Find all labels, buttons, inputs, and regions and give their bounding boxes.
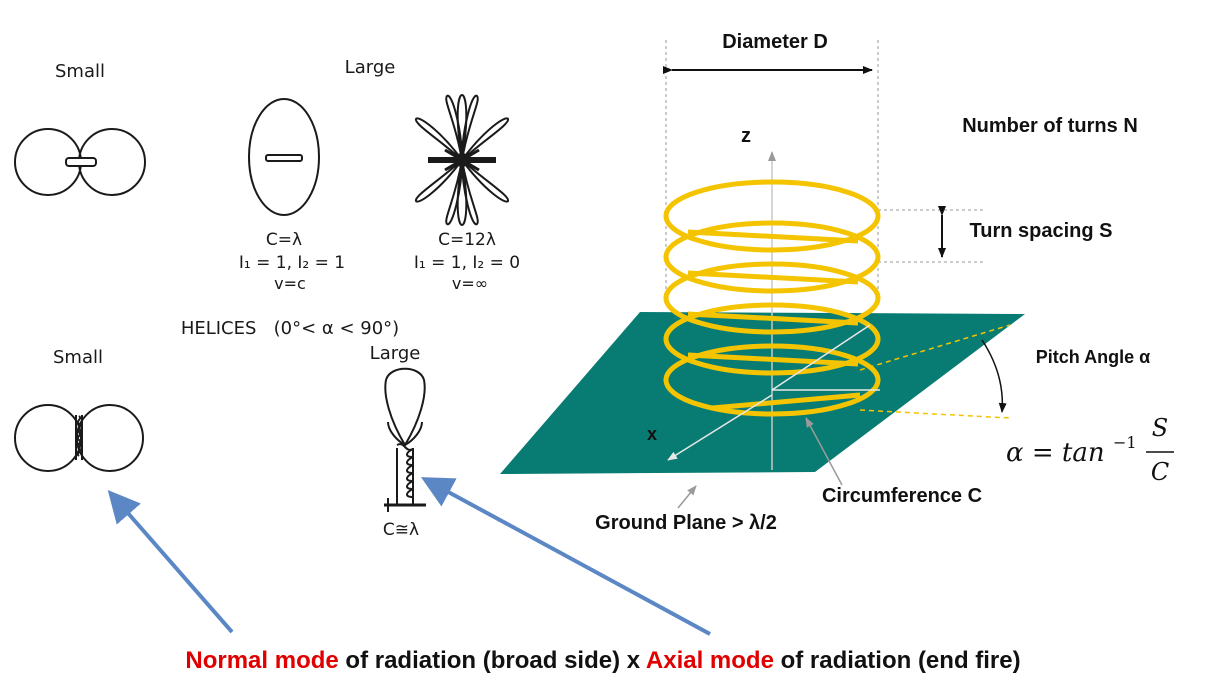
large-helix-caption: C≅λ xyxy=(383,520,419,540)
pattern2-line3: v=∞ xyxy=(452,274,488,293)
axial-mode-text: Axial mode xyxy=(646,647,774,674)
diameter-label: Diameter D xyxy=(722,31,828,53)
caption-middle-text: of radiation (broad side) x xyxy=(339,647,646,674)
bottom-large-label: Large xyxy=(370,343,421,364)
pattern1-line2: I₁ = 1, I₂ = 1 xyxy=(239,253,345,273)
caption-end-text: of radiation (end fire) xyxy=(774,647,1021,674)
ground-plane-label: Ground Plane > λ/2 xyxy=(595,512,777,534)
helix-geometry-panel: Diameter D z x Number of tu xyxy=(500,31,1174,534)
formula-denominator: C xyxy=(1151,458,1169,486)
x-axis-label: x xyxy=(647,424,657,444)
large-loop-pattern-c-12-lambda xyxy=(416,95,508,225)
pitch-angle-formula: α = tan −1 S C xyxy=(1006,414,1174,486)
number-of-turns-label: Number of turns N xyxy=(962,115,1138,137)
large-loop-pattern-c-lambda xyxy=(249,99,319,215)
radiation-patterns-panel: Small Large C=λ I₁ = 1, I₂ = 1 v=c xyxy=(15,57,520,540)
formula-lhs: α = tan xyxy=(1006,438,1105,468)
z-axis-label: z xyxy=(741,125,751,147)
normal-mode-arrow xyxy=(113,496,232,632)
top-large-label: Large xyxy=(345,57,396,78)
large-helix-axial-mode-pattern xyxy=(384,369,426,512)
bottom-small-label: Small xyxy=(53,347,103,368)
normal-mode-text: Normal mode xyxy=(185,647,338,674)
mode-caption: Normal mode of radiation (broad side) x … xyxy=(185,647,1020,674)
ground-plane-pointer xyxy=(678,486,696,508)
pattern2-line2: I₁ = 1, I₂ = 0 xyxy=(414,253,520,273)
pattern1-line1: C=λ xyxy=(266,230,302,250)
formula-exponent: −1 xyxy=(1113,433,1137,452)
helices-caption: HELICES (0°< α < 90°) xyxy=(181,318,399,339)
top-small-label: Small xyxy=(55,61,105,82)
axial-mode-arrow xyxy=(428,481,710,634)
small-loop-pattern xyxy=(15,129,145,195)
turn-spacing-label: Turn spacing S xyxy=(970,220,1113,242)
ground-plane xyxy=(500,312,1025,474)
small-helix-normal-mode-pattern xyxy=(15,405,143,471)
pitch-angle-arc xyxy=(982,340,1002,412)
circumference-label: Circumference C xyxy=(822,485,982,507)
pattern1-line3: v=c xyxy=(274,274,306,293)
pattern2-line1: C=12λ xyxy=(438,230,496,250)
pitch-angle-label: Pitch Angle α xyxy=(1036,347,1150,367)
formula-numerator: S xyxy=(1152,414,1168,442)
